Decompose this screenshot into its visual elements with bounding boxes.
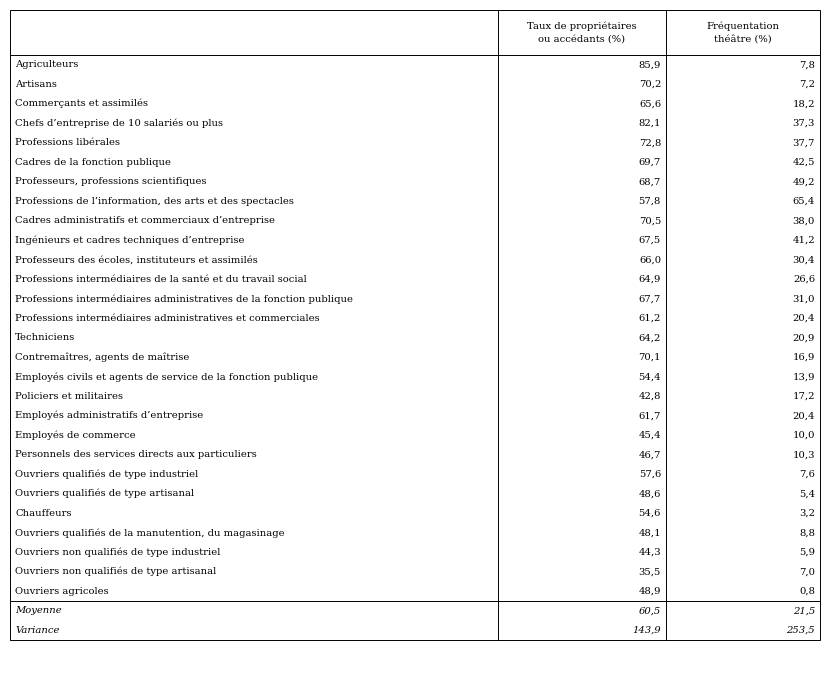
- Text: Ouvriers agricoles: Ouvriers agricoles: [15, 587, 109, 596]
- Text: 10,0: 10,0: [793, 431, 815, 440]
- Text: 42,5: 42,5: [793, 158, 815, 167]
- Text: Ingénieurs et cadres techniques d’entreprise: Ingénieurs et cadres techniques d’entrep…: [15, 235, 244, 245]
- Text: 8,8: 8,8: [799, 528, 815, 537]
- Text: Professions intermédiaires de la santé et du travail social: Professions intermédiaires de la santé e…: [15, 274, 307, 284]
- Text: 67,5: 67,5: [639, 236, 661, 245]
- Text: 60,5: 60,5: [639, 606, 661, 615]
- Text: 17,2: 17,2: [793, 392, 815, 401]
- Text: Contremaîtres, agents de maîtrise: Contremaîtres, agents de maîtrise: [15, 352, 189, 362]
- Text: 48,1: 48,1: [638, 528, 661, 537]
- Text: Ouvriers non qualifiés de type industriel: Ouvriers non qualifiés de type industrie…: [15, 548, 220, 557]
- Text: Professions de l’information, des arts et des spectacles: Professions de l’information, des arts e…: [15, 197, 294, 206]
- Text: Commerçants et assimilés: Commerçants et assimilés: [15, 99, 148, 109]
- Text: Professions intermédiaires administratives et commerciales: Professions intermédiaires administrativ…: [15, 314, 320, 322]
- Text: Personnels des services directs aux particuliers: Personnels des services directs aux part…: [15, 450, 257, 459]
- Text: 20,4: 20,4: [793, 411, 815, 420]
- Text: Cadres de la fonction publique: Cadres de la fonction publique: [15, 158, 171, 167]
- Text: 69,7: 69,7: [639, 158, 661, 167]
- Text: 143,9: 143,9: [632, 626, 661, 635]
- Text: 61,2: 61,2: [639, 314, 661, 322]
- Text: Chefs d’entreprise de 10 salariés ou plus: Chefs d’entreprise de 10 salariés ou plu…: [15, 118, 223, 128]
- Text: Employés administratifs d’entreprise: Employés administratifs d’entreprise: [15, 411, 204, 420]
- Text: 16,9: 16,9: [793, 353, 815, 362]
- Text: Cadres administratifs et commerciaux d’entreprise: Cadres administratifs et commerciaux d’e…: [15, 216, 275, 225]
- Text: 7,6: 7,6: [799, 470, 815, 479]
- Text: 49,2: 49,2: [793, 177, 815, 187]
- Text: 64,2: 64,2: [639, 333, 661, 342]
- Text: Fréquentation
théâtre (%): Fréquentation théâtre (%): [706, 22, 779, 43]
- Text: 57,8: 57,8: [639, 197, 661, 206]
- Text: 70,5: 70,5: [639, 216, 661, 225]
- Text: Taux de propriétaires
ou accédants (%): Taux de propriétaires ou accédants (%): [527, 22, 637, 43]
- Text: Professeurs des écoles, instituteurs et assimilés: Professeurs des écoles, instituteurs et …: [15, 256, 258, 264]
- Text: 48,9: 48,9: [638, 587, 661, 596]
- Text: 70,2: 70,2: [639, 80, 661, 89]
- Text: 20,9: 20,9: [793, 333, 815, 342]
- Text: Agriculteurs: Agriculteurs: [15, 60, 78, 69]
- Text: 46,7: 46,7: [639, 450, 661, 459]
- Text: 5,4: 5,4: [799, 489, 815, 498]
- Text: 38,0: 38,0: [793, 216, 815, 225]
- Text: 42,8: 42,8: [638, 392, 661, 401]
- Text: 7,0: 7,0: [799, 567, 815, 576]
- Text: 253,5: 253,5: [786, 626, 815, 635]
- Text: 65,6: 65,6: [639, 99, 661, 108]
- Text: 85,9: 85,9: [639, 60, 661, 69]
- Text: 26,6: 26,6: [793, 274, 815, 284]
- Text: 21,5: 21,5: [793, 606, 815, 615]
- Text: Ouvriers qualifiés de la manutention, du magasinage: Ouvriers qualifiés de la manutention, du…: [15, 528, 285, 537]
- Text: 82,1: 82,1: [638, 119, 661, 128]
- Text: 44,3: 44,3: [638, 548, 661, 557]
- Text: 10,3: 10,3: [793, 450, 815, 459]
- Text: 68,7: 68,7: [639, 177, 661, 187]
- Text: 13,9: 13,9: [793, 372, 815, 381]
- Text: Professions intermédiaires administratives de la fonction publique: Professions intermédiaires administrativ…: [15, 294, 353, 304]
- Text: 67,7: 67,7: [639, 294, 661, 304]
- Text: 35,5: 35,5: [639, 567, 661, 576]
- Text: Professeurs, professions scientifiques: Professeurs, professions scientifiques: [15, 177, 206, 187]
- Text: 54,4: 54,4: [638, 372, 661, 381]
- Text: 72,8: 72,8: [639, 139, 661, 147]
- Text: 37,3: 37,3: [793, 119, 815, 128]
- Text: 48,6: 48,6: [639, 489, 661, 498]
- Text: Moyenne: Moyenne: [15, 606, 61, 615]
- Text: 65,4: 65,4: [793, 197, 815, 206]
- Text: Techniciens: Techniciens: [15, 333, 76, 342]
- Text: Employés de commerce: Employés de commerce: [15, 431, 135, 440]
- Text: 5,9: 5,9: [799, 548, 815, 557]
- Text: 61,7: 61,7: [639, 411, 661, 420]
- Text: 45,4: 45,4: [638, 431, 661, 440]
- Text: Chauffeurs: Chauffeurs: [15, 509, 71, 518]
- Text: Variance: Variance: [15, 626, 59, 635]
- Text: 70,1: 70,1: [638, 353, 661, 362]
- Text: Artisans: Artisans: [15, 80, 57, 89]
- Text: 57,6: 57,6: [639, 470, 661, 479]
- Text: Ouvriers non qualifiés de type artisanal: Ouvriers non qualifiés de type artisanal: [15, 567, 216, 577]
- Text: 0,8: 0,8: [799, 587, 815, 596]
- Text: 41,2: 41,2: [793, 236, 815, 245]
- Text: 7,2: 7,2: [799, 80, 815, 89]
- Text: Employés civils et agents de service de la fonction publique: Employés civils et agents de service de …: [15, 372, 318, 381]
- Text: Ouvriers qualifiés de type artisanal: Ouvriers qualifiés de type artisanal: [15, 489, 194, 498]
- Text: 64,9: 64,9: [639, 274, 661, 284]
- Text: Ouvriers qualifiés de type industriel: Ouvriers qualifiés de type industriel: [15, 470, 199, 479]
- Text: Professions libérales: Professions libérales: [15, 139, 120, 147]
- Text: 18,2: 18,2: [793, 99, 815, 108]
- Text: Policiers et militaires: Policiers et militaires: [15, 392, 123, 401]
- Text: 31,0: 31,0: [793, 294, 815, 304]
- Text: 54,6: 54,6: [639, 509, 661, 518]
- Text: 7,8: 7,8: [799, 60, 815, 69]
- Text: 37,7: 37,7: [793, 139, 815, 147]
- Text: 30,4: 30,4: [793, 256, 815, 264]
- Text: 66,0: 66,0: [639, 256, 661, 264]
- Text: 3,2: 3,2: [799, 509, 815, 518]
- Text: 20,4: 20,4: [793, 314, 815, 322]
